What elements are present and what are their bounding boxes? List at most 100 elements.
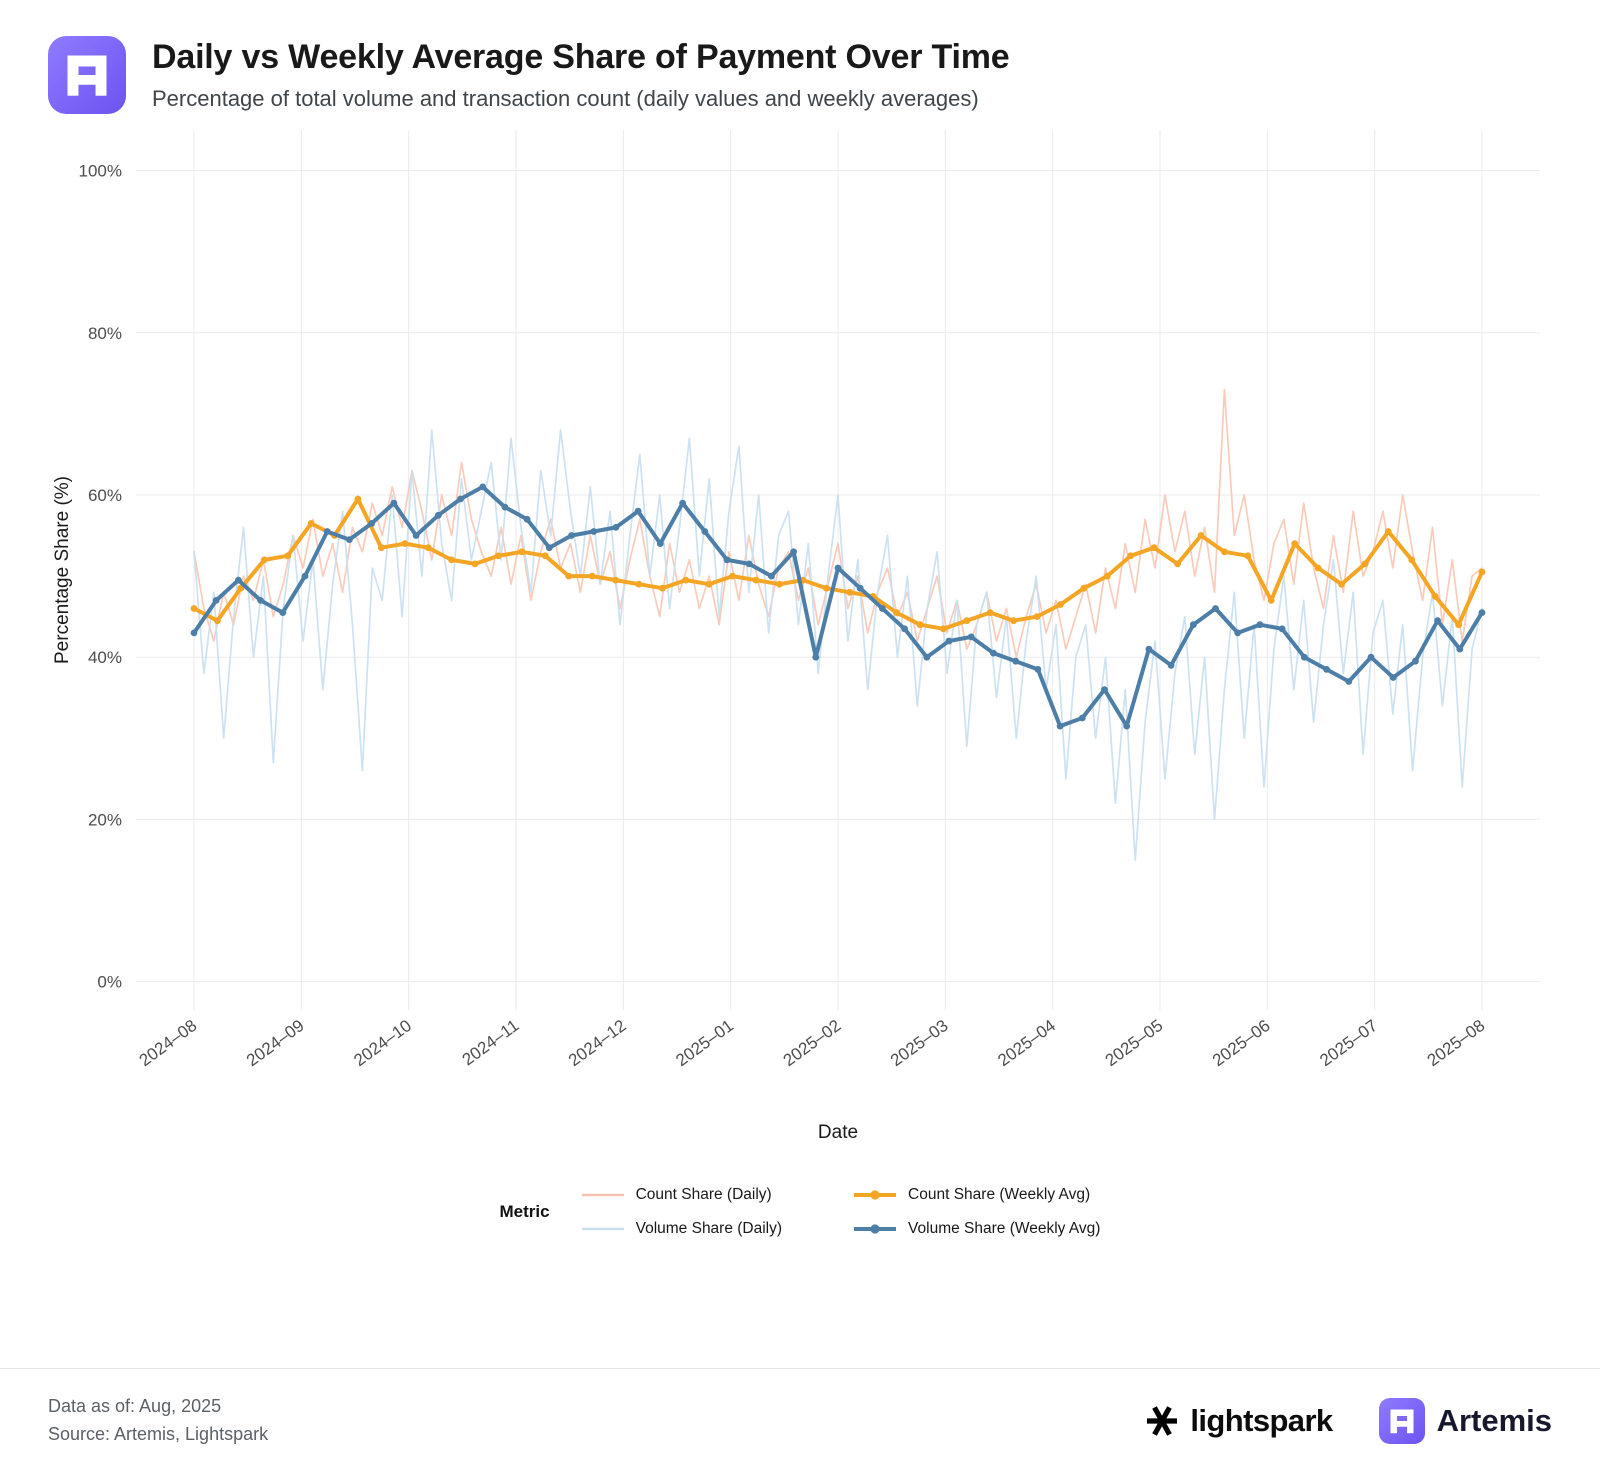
series-point (1212, 605, 1219, 612)
series-point (1244, 552, 1252, 560)
series-point (190, 605, 198, 612)
series-point (545, 544, 553, 552)
legend-label: Count Share (Daily) (635, 1186, 772, 1203)
lightspark-logo: lightspark (1144, 1403, 1333, 1439)
series-point (834, 564, 842, 572)
count-daily-swatch-icon (580, 1188, 626, 1202)
page-footer: Data as of: Aug, 2025 Source: Artemis, L… (0, 1368, 1600, 1479)
series-point (1300, 653, 1308, 661)
series-point (879, 605, 886, 612)
series-point (745, 560, 753, 568)
y-tick-label: 60% (88, 486, 122, 505)
series-point (368, 520, 376, 527)
x-tick-label: 2025–04 (994, 1016, 1059, 1070)
series-point (1123, 722, 1131, 730)
legend-label: Volume Share (Daily) (635, 1220, 783, 1237)
legend-entry-volume-weekly[interactable]: Volume Share (Weekly Avg) (852, 1220, 1100, 1238)
series-point (1323, 666, 1330, 673)
chart-legend: Metric Count Share (Daily) Count Share (… (0, 1186, 1600, 1238)
series-point (354, 495, 362, 503)
series-point (1431, 593, 1439, 600)
series-point (923, 653, 931, 661)
series-point (846, 588, 854, 596)
chart-area: 2024–08 2024–09 2024–10 2024–11 2024–12 2025–… (0, 118, 1600, 1178)
series-point (701, 528, 709, 535)
legend-entry-count-weekly[interactable]: Count Share (Weekly Avg) (852, 1186, 1100, 1204)
series-point (729, 572, 736, 580)
series-point (235, 576, 242, 584)
series-point (518, 548, 526, 556)
series-point (822, 584, 830, 592)
series-point (679, 499, 686, 507)
series-point (1384, 528, 1392, 535)
series-point (284, 552, 292, 560)
series-point (457, 495, 464, 503)
series-point (260, 556, 268, 564)
series-point (1291, 540, 1299, 547)
series-point (1221, 548, 1228, 556)
series-point (940, 625, 947, 633)
series-point (1127, 552, 1135, 560)
x-tick-label: 2024–12 (565, 1016, 630, 1070)
series-point (588, 572, 596, 580)
series-point (1197, 532, 1205, 539)
series-point (479, 483, 487, 491)
series-point (190, 629, 198, 637)
series-point (565, 572, 573, 580)
y-tick-label: 100% (79, 162, 122, 181)
legend-entry-volume-daily[interactable]: Volume Share (Daily) (580, 1220, 782, 1238)
legend-label: Count Share (Weekly Avg) (908, 1186, 1091, 1203)
series-point (1314, 564, 1322, 572)
series-point (1434, 617, 1441, 625)
series-point (612, 576, 619, 584)
y-tick-label: 20% (88, 810, 122, 829)
x-tick-label: 2024–10 (350, 1016, 415, 1070)
series-point (1367, 653, 1375, 661)
series-point (1101, 686, 1108, 693)
page-header: Daily vs Weekly Average Share of Payment… (0, 0, 1600, 114)
series-point (1267, 597, 1275, 604)
series-point (768, 572, 775, 580)
series-point (1010, 617, 1017, 625)
x-tick-label: 2025–07 (1316, 1016, 1381, 1070)
series-point (377, 544, 385, 552)
x-tick-label: 2025–02 (780, 1016, 845, 1070)
series-point (1057, 601, 1064, 608)
series-point (1412, 657, 1419, 665)
series-point (682, 576, 690, 584)
x-tick-label: 2024–09 (243, 1016, 308, 1070)
series-point (1361, 560, 1369, 568)
series-point (1389, 674, 1397, 681)
series-point (401, 540, 409, 547)
volume-daily-swatch-icon (580, 1222, 626, 1236)
series-point (752, 576, 760, 584)
series-point (1478, 609, 1486, 616)
series-point (448, 556, 455, 564)
series-point (990, 649, 997, 657)
x-tick-label: 2025–03 (887, 1016, 952, 1070)
series-point (1189, 621, 1197, 629)
series-point (705, 580, 713, 588)
series-line (192, 497, 1484, 631)
series-point (1167, 661, 1175, 669)
series-point (412, 532, 420, 539)
series-point (1456, 645, 1464, 653)
series-point (471, 560, 479, 568)
artemis-logo: Artemis (1378, 1398, 1552, 1445)
volume-weekly-swatch-icon (852, 1222, 898, 1236)
series-point (323, 528, 331, 535)
series-point (856, 584, 864, 592)
series-point (390, 499, 398, 507)
series-point (1150, 544, 1158, 552)
x-tick-label: 2025–08 (1424, 1016, 1489, 1070)
y-tick-label: 40% (88, 648, 122, 667)
y-tick-label: 80% (88, 324, 122, 343)
series-point (986, 609, 994, 616)
series-point (434, 511, 442, 519)
legend-entry-count-daily[interactable]: Count Share (Daily) (580, 1186, 782, 1204)
series-point (523, 515, 531, 523)
series-point (424, 544, 432, 552)
chart-svg: 2024–08 2024–09 2024–10 2024–11 2024–12 2025–… (52, 130, 1540, 1143)
series-point (1078, 714, 1086, 722)
page-subtitle: Percentage of total volume and transacti… (152, 86, 979, 111)
